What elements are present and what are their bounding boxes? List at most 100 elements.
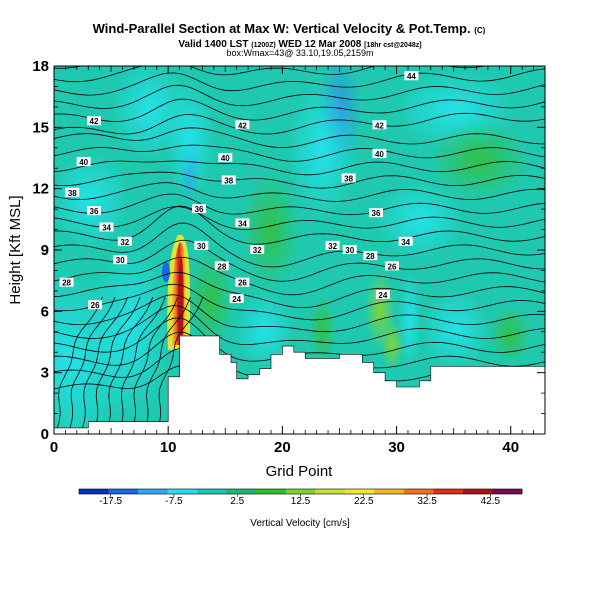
- x-axis-label: Grid Point: [266, 463, 334, 480]
- svg-text:32: 32: [328, 242, 337, 251]
- colorbar-tick-label: 42.5: [481, 496, 501, 507]
- x-tick-label: 30: [388, 439, 405, 456]
- theta-contour-32: [54, 222, 545, 268]
- theta-label: 34: [99, 222, 114, 233]
- svg-text:38: 38: [68, 189, 77, 198]
- svg-text:28: 28: [62, 279, 71, 288]
- low-level-contour: [69, 296, 116, 428]
- theta-contour-40: [54, 127, 545, 149]
- y-tick-label: 6: [41, 303, 49, 320]
- svg-text:34: 34: [401, 238, 410, 247]
- theta-contour-35: [54, 193, 545, 216]
- theta-label: 36: [86, 206, 101, 216]
- colorbar-swatch: [374, 489, 405, 494]
- theta-contour-37: [54, 171, 545, 189]
- theta-label: 30: [194, 240, 209, 251]
- theta-label: 42: [235, 120, 250, 130]
- theta-label: 42: [86, 116, 101, 126]
- x-tick-label: 40: [502, 439, 519, 456]
- theta-label: 42: [372, 120, 387, 130]
- colorbar-swatch: [197, 489, 228, 494]
- theta-label: 30: [113, 255, 128, 265]
- svg-text:36: 36: [372, 209, 381, 218]
- theta-contour-41: [54, 112, 545, 135]
- chart-subtitle: Valid 1400 LST (1200Z) WED 12 Mar 2008 […: [178, 39, 421, 50]
- y-tick-label: 12: [32, 181, 49, 198]
- svg-text:42: 42: [375, 121, 384, 130]
- colorbar-label: Vertical Velocity [cm/s]: [250, 518, 350, 529]
- theta-label: 32: [250, 245, 265, 255]
- theta-label: 32: [117, 236, 132, 247]
- low-level-contour: [107, 296, 154, 428]
- theta-contour-45: [54, 66, 486, 83]
- theta-label: 28: [363, 251, 378, 261]
- theta-contour-39: [54, 144, 545, 162]
- colorbar-swatch: [167, 489, 198, 494]
- colorbar: -17.5 -7.5 2.5 12.5 22.5 32.5 42.5: [78, 488, 523, 507]
- theta-label: 26: [235, 277, 250, 288]
- svg-text:32: 32: [120, 238, 129, 247]
- svg-text:40: 40: [375, 150, 384, 159]
- svg-text:24: 24: [378, 291, 387, 300]
- svg-text:40: 40: [79, 158, 88, 167]
- theta-contour-43: [54, 84, 545, 109]
- colorbar-tick-label: -17.5: [99, 496, 122, 507]
- y-tick-label: 15: [32, 119, 49, 136]
- x-tick-label: 0: [50, 439, 58, 456]
- low-level-contour: [82, 296, 128, 429]
- colorbar-swatch: [138, 489, 168, 494]
- theta-label: 40: [76, 157, 91, 167]
- low-level-contour: [157, 296, 204, 429]
- colorbar-swatch: [492, 489, 523, 494]
- svg-text:26: 26: [388, 262, 397, 271]
- theta-contour-30: [54, 256, 545, 296]
- theta-label: 38: [341, 173, 356, 183]
- theta-label: 24: [375, 289, 390, 300]
- theta-contour-36: [54, 182, 545, 202]
- svg-text:28: 28: [366, 252, 375, 261]
- y-tick-label: 0: [41, 426, 49, 443]
- theta-contour-33: [54, 205, 545, 245]
- theta-contour-26: [54, 305, 545, 346]
- colorbar-swatch: [285, 489, 316, 494]
- svg-text:36: 36: [195, 205, 204, 214]
- theta-label: 36: [192, 204, 207, 214]
- svg-text:44: 44: [407, 72, 416, 81]
- chart-title: Wind-Parallel Section at Max W: Vertical…: [93, 21, 486, 36]
- theta-contour-28: [54, 283, 545, 321]
- theta-contour-29: [54, 271, 545, 308]
- y-axis-label: Height [Kft MSL]: [7, 195, 24, 304]
- colorbar-swatch: [79, 489, 109, 494]
- chart-subtitle-2: box:Wmax=43@ 33.10,19.05,2159m: [227, 48, 374, 58]
- theta-label: 38: [65, 187, 80, 198]
- theta-label: 24: [229, 294, 244, 304]
- theta-label: 34: [235, 218, 250, 228]
- theta-contour-34: [54, 206, 545, 230]
- theta-label: 32: [325, 240, 340, 251]
- svg-text:32: 32: [253, 246, 262, 255]
- low-level-contour: [57, 296, 103, 429]
- y-tick-label: 18: [32, 58, 49, 75]
- colorbar-swatch: [226, 489, 257, 494]
- svg-text:34: 34: [238, 219, 247, 228]
- y-tick-label: 3: [41, 365, 49, 382]
- colorbar-swatch: [433, 489, 464, 494]
- colorbar-tick-label: 32.5: [417, 496, 437, 507]
- theta-label: 40: [218, 153, 233, 163]
- svg-text:34: 34: [102, 224, 111, 233]
- theta-label: 28: [59, 277, 74, 288]
- terrain-mask: [54, 335, 545, 434]
- colorbar-swatch: [403, 489, 434, 494]
- svg-text:36: 36: [90, 207, 99, 216]
- svg-text:24: 24: [232, 295, 241, 304]
- theta-label: 34: [398, 236, 413, 247]
- theta-label: 36: [369, 208, 384, 218]
- colorbar-swatch: [256, 489, 287, 494]
- low-level-contour: [132, 296, 179, 428]
- low-level-contour: [119, 296, 166, 429]
- theta-label: 38: [221, 175, 236, 185]
- svg-text:26: 26: [238, 279, 247, 288]
- x-tick-label: 20: [274, 439, 291, 456]
